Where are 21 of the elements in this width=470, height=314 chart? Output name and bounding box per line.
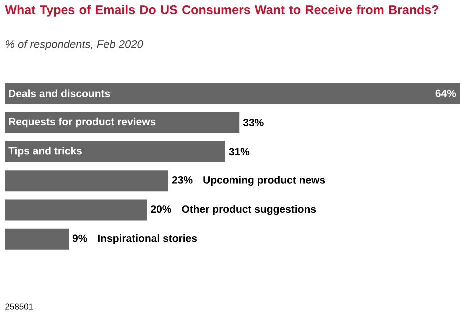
data-label: 23%	[172, 176, 193, 184]
y-tick-label: Tips and tricks	[8, 147, 82, 157]
y-tick-label: Deals and discounts	[9, 90, 110, 98]
data-label: 9%	[72, 234, 88, 242]
bar	[5, 141, 226, 162]
y-tick-label: Upcoming product news	[204, 176, 326, 186]
bar	[5, 170, 169, 192]
data-label: 64%	[436, 90, 456, 98]
bar	[5, 83, 460, 104]
bar	[5, 200, 148, 221]
y-tick-label: Requests for product reviews	[9, 118, 156, 128]
text: 258501	[6, 304, 34, 310]
bar	[5, 112, 240, 134]
data-label: 31%	[229, 148, 250, 156]
y-tick-label: Other product suggestions	[182, 205, 316, 216]
chart-subtitle: % of respondents, Feb 2020	[6, 40, 144, 50]
bar	[5, 228, 69, 250]
y-tick-label: Inspirational stories	[98, 234, 198, 244]
data-label: 20%	[151, 206, 172, 214]
chart-title: What Types of Emails Do US Consumers Want to Receive from Brands?	[5, 5, 439, 17]
data-label: 33%	[243, 119, 264, 126]
